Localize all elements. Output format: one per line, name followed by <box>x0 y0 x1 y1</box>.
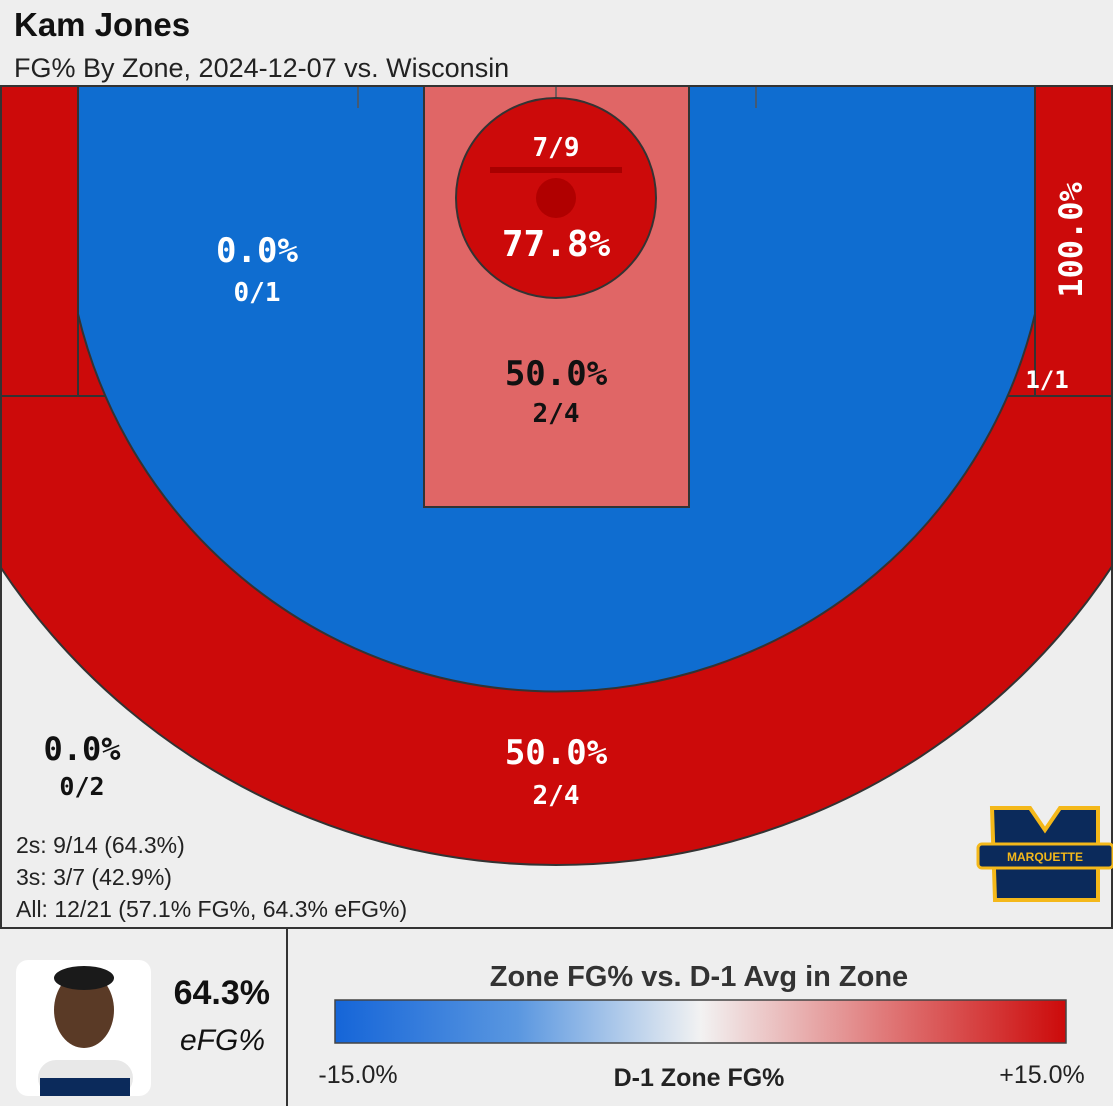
logo-text: MARQUETTE <box>1007 850 1083 864</box>
title: Kam Jones <box>14 6 190 43</box>
zone-pct: 77.8% <box>502 224 611 265</box>
zone-pct: 0.0% <box>216 231 298 271</box>
zone-made: 2/4 <box>533 781 580 811</box>
zone-made: 2/4 <box>533 399 580 429</box>
efg-label: eFG% <box>180 1024 265 1057</box>
subtitle: FG% By Zone, 2024-12-07 vs. Wisconsin <box>14 53 509 83</box>
zone-pct: 0.0% <box>43 730 121 768</box>
zone-pct: 100.0% <box>1052 181 1090 297</box>
zone-made: 1/1 <box>1025 366 1068 394</box>
zone-pct: 50.0% <box>505 354 608 394</box>
efg-value: 64.3% <box>174 974 270 1012</box>
zone-pct: 50.0% <box>505 733 608 773</box>
court <box>0 86 1113 866</box>
legend-low: -15.0% <box>318 1061 397 1089</box>
legend-high: +15.0% <box>999 1061 1085 1089</box>
summary-line: 2s: 9/14 (64.3%) <box>16 832 185 858</box>
player-photo <box>16 960 151 1096</box>
summary-line: 3s: 3/7 (42.9%) <box>16 864 172 890</box>
legend-gradient <box>334 999 1067 1044</box>
logo: MARQUETTE <box>976 806 1113 902</box>
zone-made: 0/1 <box>234 278 281 308</box>
legend-mid: D-1 Zone FG% <box>614 1064 785 1092</box>
legend-title: Zone FG% vs. D-1 Avg in Zone <box>490 961 908 993</box>
zone-made: 0/2 <box>59 772 104 801</box>
zone-made: 7/9 <box>533 133 580 163</box>
summary-line: All: 12/21 (57.1% FG%, 64.3% eFG%) <box>16 896 407 922</box>
